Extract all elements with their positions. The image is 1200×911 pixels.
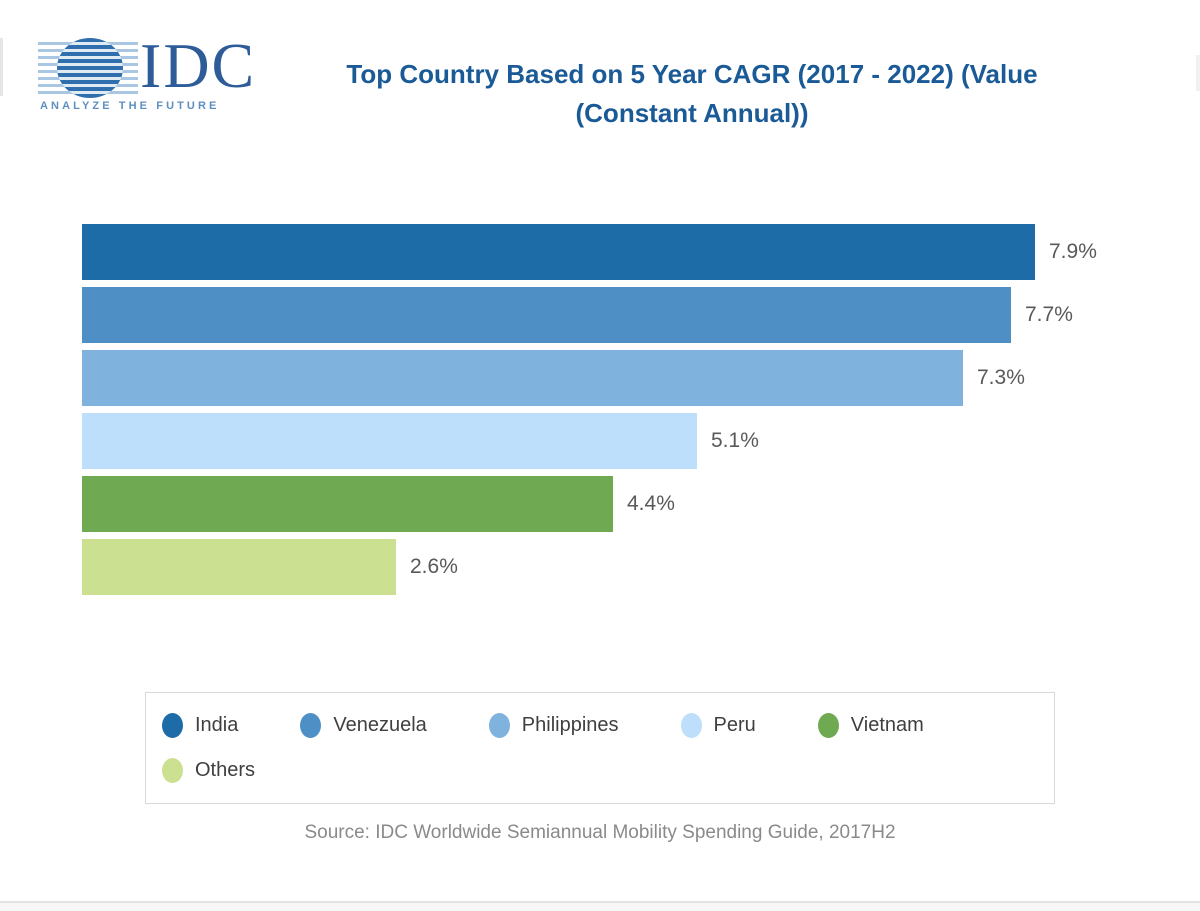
legend-marker-icon <box>300 713 322 738</box>
adjacent-page-edge-right <box>1196 55 1200 91</box>
idc-logo-globe-icon <box>57 38 123 98</box>
legend-label: Venezuela <box>333 714 427 736</box>
idc-logo: IDC ANALYZE THE FUTURE <box>38 34 258 116</box>
chart-title-line2: (Constant Annual)) <box>575 98 809 128</box>
legend-row: Others <box>162 748 1038 793</box>
bar-value-label-india: 7.9% <box>1049 240 1097 263</box>
bar-value-label-philippines: 7.3% <box>977 366 1025 389</box>
bar-row-philippines: 7.3% <box>82 350 1192 406</box>
legend-item-philippines[interactable]: Philippines <box>488 713 619 738</box>
legend-label: Vietnam <box>850 714 924 736</box>
bar-value-label-venezuela: 7.7% <box>1025 303 1073 326</box>
page-bottom-divider <box>0 901 1200 911</box>
legend-item-venezuela[interactable]: Venezuela <box>300 713 427 738</box>
bar-row-venezuela: 7.7% <box>82 287 1192 343</box>
bar-value-label-vietnam: 4.4% <box>627 492 675 515</box>
legend-item-peru[interactable]: Peru <box>680 713 756 738</box>
legend-label: Others <box>195 759 256 781</box>
bar-philippines[interactable] <box>82 350 963 406</box>
legend-marker-icon <box>680 713 702 738</box>
bar-row-peru: 5.1% <box>82 413 1192 469</box>
bar-value-label-peru: 5.1% <box>711 429 759 452</box>
legend-marker-icon <box>817 713 839 738</box>
chart-legend: India Venezuela Philippines Peru Vietnam Othe… <box>145 692 1055 804</box>
legend-label: India <box>195 714 239 736</box>
bar-peru[interactable] <box>82 413 697 469</box>
chart-title: Top Country Based on 5 Year CAGR (2017 -… <box>262 55 1122 133</box>
bar-row-india: 7.9% <box>82 224 1192 280</box>
legend-marker-icon <box>162 758 183 783</box>
adjacent-page-edge-left <box>0 38 3 96</box>
bar-chart-plot-area: 7.9% 7.7% 7.3% 5.1% 4.4% 2.6% <box>82 224 1192 602</box>
legend-item-others[interactable]: Others <box>162 758 255 783</box>
bar-row-others: 2.6% <box>82 539 1192 595</box>
source-caption: Source: IDC Worldwide Semiannual Mobilit… <box>304 822 896 843</box>
legend-item-vietnam[interactable]: Vietnam <box>817 713 924 738</box>
idc-logo-tagline: ANALYZE THE FUTURE <box>40 100 220 112</box>
chart-title-line1: Top Country Based on 5 Year CAGR (2017 -… <box>346 59 1038 89</box>
bar-venezuela[interactable] <box>82 287 1011 343</box>
legend-marker-icon <box>488 713 510 738</box>
legend-label: Peru <box>713 714 756 736</box>
bar-others[interactable] <box>82 539 396 595</box>
legend-marker-icon <box>162 713 183 738</box>
legend-row: India Venezuela Philippines Peru Vietnam <box>162 703 1038 748</box>
bar-row-vietnam: 4.4% <box>82 476 1192 532</box>
legend-item-india[interactable]: India <box>162 713 238 738</box>
legend-label: Philippines <box>521 714 619 736</box>
bar-india[interactable] <box>82 224 1035 280</box>
bar-value-label-others: 2.6% <box>410 555 458 578</box>
bar-vietnam[interactable] <box>82 476 613 532</box>
idc-logo-wordmark: IDC <box>140 30 257 101</box>
